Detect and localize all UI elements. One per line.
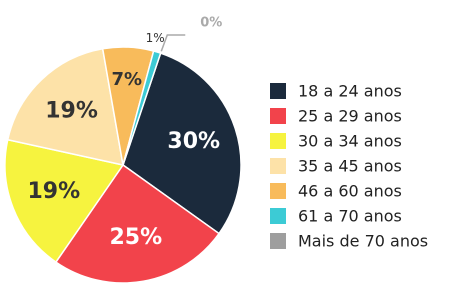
slice-label: 19% (27, 179, 80, 204)
legend-swatch (270, 83, 286, 99)
slice-label: 1% (146, 31, 165, 45)
legend-swatch (270, 158, 286, 174)
pie-slice (54, 163, 221, 284)
slice-label: 19% (45, 98, 98, 123)
legend-text: 18 a 24 anos (298, 82, 402, 101)
legend-text: 46 a 60 anos (298, 182, 402, 201)
legend-swatch (270, 233, 286, 249)
legend-text: 25 a 29 anos (298, 107, 402, 126)
pie-slice (4, 138, 125, 264)
leader-line (160, 34, 186, 52)
pie-slice (122, 50, 162, 166)
legend-text: 35 a 45 anos (298, 157, 402, 176)
legend-text: 30 a 34 anos (298, 132, 402, 151)
legend-swatch (270, 108, 286, 124)
legend-swatch (270, 133, 286, 149)
slice-label: 7% (112, 69, 143, 90)
slice-label: 30% (167, 129, 220, 154)
slice-label: 0% (200, 16, 222, 31)
legend-text: 61 a 70 anos (298, 207, 402, 226)
pie-slice (6, 47, 124, 166)
legend-text: Mais de 70 anos (298, 232, 428, 251)
slice-label: 25% (109, 225, 162, 250)
legend-swatch (270, 208, 286, 224)
pie-slice (122, 52, 242, 235)
legend-swatch (270, 183, 286, 199)
